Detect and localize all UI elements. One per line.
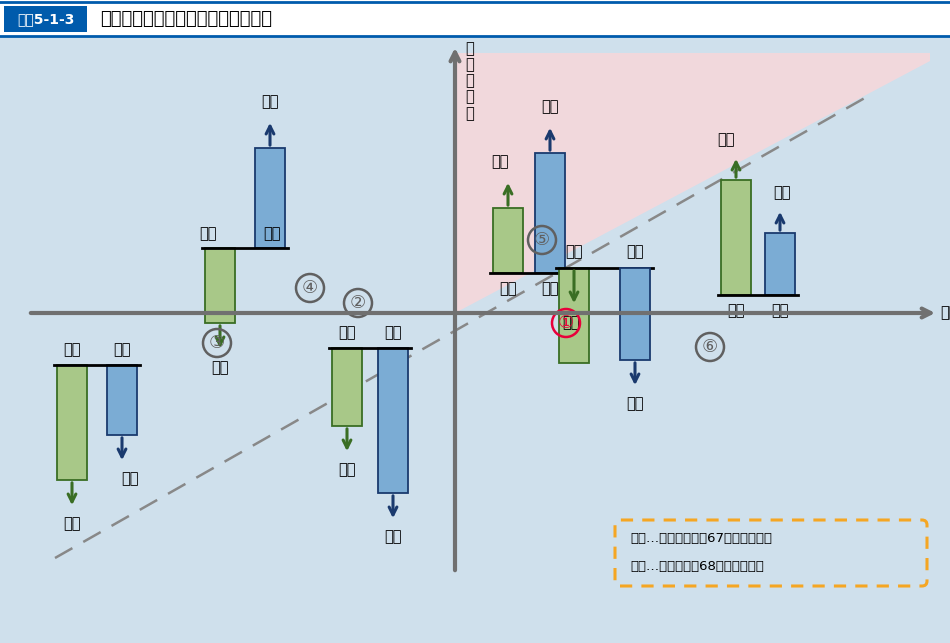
FancyBboxPatch shape (615, 520, 927, 586)
Text: 賃金: 賃金 (771, 303, 788, 318)
Text: 物価: 物価 (562, 316, 580, 331)
Text: 既裁: 既裁 (565, 244, 582, 260)
Polygon shape (455, 53, 930, 313)
Text: 物価上昇率: 物価上昇率 (940, 305, 950, 320)
Text: 新裁: 新裁 (773, 185, 790, 201)
Text: 既裁…既裁定者（68歳以上の方）: 既裁…既裁定者（68歳以上の方） (630, 561, 764, 574)
Text: ⑥: ⑥ (702, 338, 718, 356)
Text: 賃
金
上
昇
率: 賃 金 上 昇 率 (465, 41, 474, 121)
Bar (4, 6, 87, 32)
Text: 既裁: 既裁 (211, 361, 229, 376)
Text: 図表5-1-3: 図表5-1-3 (17, 12, 75, 26)
Bar (57, 365, 87, 480)
Text: 賃金: 賃金 (542, 282, 559, 296)
Bar (255, 148, 285, 248)
Bar (620, 268, 650, 360)
Text: 物価: 物価 (500, 282, 517, 296)
Text: 新裁: 新裁 (384, 529, 402, 545)
Text: 新裁…新規裁定者（67歳以下の方）: 新裁…新規裁定者（67歳以下の方） (630, 532, 772, 545)
Text: 物価: 物価 (200, 226, 217, 242)
Text: 物価: 物価 (338, 325, 355, 341)
Bar (535, 153, 565, 273)
Text: ③: ③ (209, 334, 225, 352)
Bar (332, 348, 362, 426)
Text: 年金額の改定（スライド）のルール: 年金額の改定（スライド）のルール (100, 10, 272, 28)
Text: 新裁: 新裁 (626, 397, 644, 412)
Text: 物価: 物価 (728, 303, 745, 318)
Bar (107, 365, 137, 435)
Bar (559, 268, 589, 363)
Text: ②: ② (350, 294, 366, 312)
Text: 既裁: 既裁 (338, 462, 355, 478)
Text: 新裁: 新裁 (542, 100, 559, 114)
Text: 賃金: 賃金 (113, 343, 131, 358)
Bar (765, 233, 795, 295)
Bar (493, 208, 523, 273)
Text: 物価: 物価 (64, 343, 81, 358)
Text: ⑤: ⑤ (534, 231, 550, 249)
Text: ①: ① (558, 314, 574, 332)
Bar (205, 248, 235, 323)
Text: 賃金: 賃金 (263, 226, 281, 242)
Text: 新裁: 新裁 (122, 471, 139, 487)
Text: 既裁: 既裁 (717, 132, 734, 147)
Text: 新裁: 新裁 (261, 95, 278, 109)
Bar (0, 0, 950, 36)
Text: 賃金: 賃金 (384, 325, 402, 341)
Bar (378, 348, 408, 493)
Text: 既裁: 既裁 (491, 154, 509, 170)
Text: 既裁: 既裁 (64, 516, 81, 532)
Bar (721, 180, 751, 295)
Text: 賃金: 賃金 (626, 244, 644, 260)
Text: ④: ④ (302, 279, 318, 297)
